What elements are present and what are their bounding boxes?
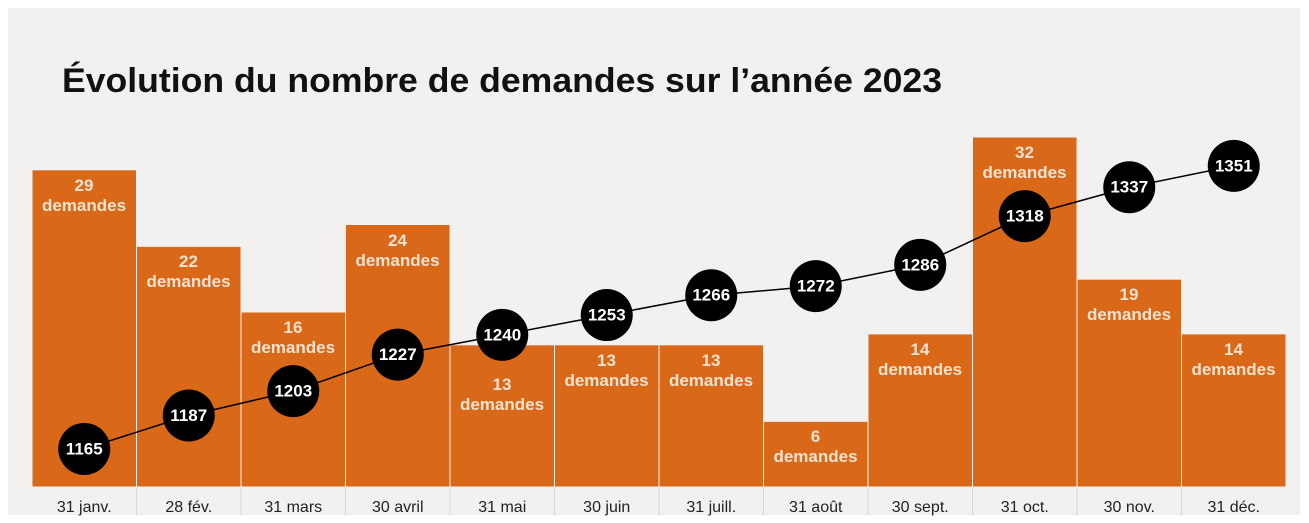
point-label: 1253 [588,306,626,325]
bar-value-label: 16 demandes [250,318,336,357]
point-label: 1272 [797,277,835,296]
point-label: 1266 [692,286,730,305]
bar [1181,333,1287,488]
line-point [580,289,633,342]
bar [763,420,869,488]
x-tick-label: 31 mai [478,499,526,516]
bar-value-label: 24 demandes [355,230,440,270]
bar [449,344,555,488]
line-point [1207,139,1260,192]
bar [1076,278,1182,488]
x-tick-label: 28 fév. [165,499,212,516]
line-point [1103,161,1156,214]
chart-title: Évolution du nombre de demandes sur l’an… [62,62,942,100]
line-point [162,389,215,442]
x-tick-label: 31 déc. [1208,499,1260,516]
bar [658,344,764,488]
point-label: 1337 [1110,178,1148,197]
line-point [371,328,424,381]
x-tick-label: 30 avril [372,499,424,516]
point-label: 1165 [66,439,103,458]
bar [554,344,660,488]
bar [972,136,1078,488]
point-label: 1318 [1006,207,1044,226]
line-point [789,260,842,313]
bar-value-label: 13 demandes [668,350,754,390]
bar-value-label: 6 demandes [773,427,858,467]
point-label: 1286 [901,255,939,274]
bar-value-label: 13 demandes [459,374,545,414]
bar [136,245,242,488]
line-point [685,269,738,322]
point-label: 1227 [379,345,417,364]
point-label: 1187 [170,406,207,425]
point-label: 1240 [483,325,521,344]
bar-value-label: 19 demandes [1086,285,1172,325]
x-tick-label: 30 juin [583,499,630,516]
line-point [58,422,111,475]
x-tick-label: 31 juill. [686,499,736,516]
x-tick-label: 31 oct. [1001,499,1049,516]
x-tick-label: 31 janv. [57,499,112,516]
line-point [998,190,1051,243]
bar-value-label: 13 demandes [564,350,649,390]
bar [867,333,973,488]
x-tick-label: 30 nov. [1104,499,1155,516]
line-point [267,365,320,418]
line-point [894,238,947,291]
point-label: 1203 [274,382,312,401]
bar-value-label: 22 demandes [146,252,231,292]
line-point [476,308,529,361]
bar-value-label: 29 demandes [41,175,127,215]
bar-value-label: 14 demandes [1191,339,1276,379]
x-tick-label: 31 août [789,499,843,516]
bar-value-label: 14 demandes [877,339,963,379]
x-tick-label: 30 sept. [892,499,949,516]
point-label: 1351 [1215,156,1253,175]
bar-value-label: 32 demandes [982,143,1067,182]
x-tick-label: 31 mars [264,499,322,516]
